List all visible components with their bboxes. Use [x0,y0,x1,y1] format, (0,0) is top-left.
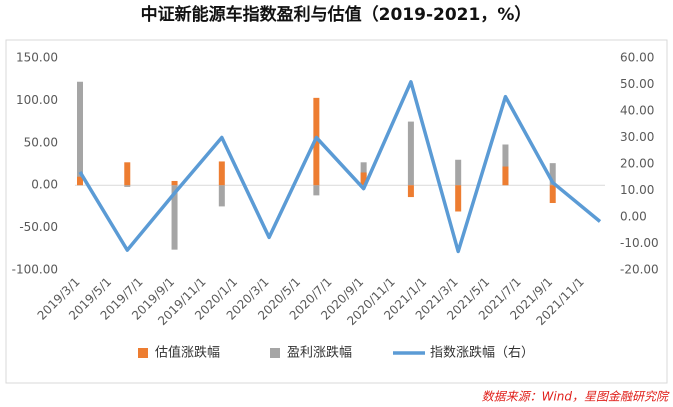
bar [313,185,320,196]
bar [124,185,131,187]
chart-title: 中证新能源车指数盈利与估值（2019-2021，%） [141,4,532,25]
legend-label: 盈利涨跌幅 [287,345,352,361]
bar [502,166,509,186]
y2-tick-label: -20.00 [620,263,659,277]
y-tick-label: -100.00 [12,263,58,277]
legend-label: 估值涨跌幅 [155,345,220,361]
y2-tick-label: 30.00 [620,130,654,144]
legend-swatch [138,348,148,358]
legend-swatch [270,348,280,358]
line [78,80,602,254]
bar [502,144,509,186]
bar [407,121,414,186]
y2-tick-label: 60.00 [620,51,654,65]
bar [407,185,414,198]
bar [455,159,462,186]
y-tick-label: 150.00 [16,51,58,65]
bar [124,162,131,186]
y2-tick-label: 10.00 [620,183,654,197]
bar [549,163,556,186]
y-tick-label: 50.00 [24,135,58,149]
bar [360,172,367,186]
bar [549,185,556,204]
y-tick-label: -50.00 [19,220,58,234]
chart-border [5,39,668,384]
bar [218,161,225,186]
bar [171,180,178,186]
y-tick-label: 0.00 [31,178,58,192]
y2-tick-label: 0.00 [620,210,647,224]
legend-label: 指数涨跌幅（右） [430,345,534,361]
y2-tick-label: -10.00 [620,236,659,250]
bar [171,185,178,250]
bar [77,81,83,186]
y2-tick-label: 40.00 [620,104,654,118]
bar [77,176,83,186]
bar [218,185,225,207]
source: 数据来源：Wind，星图金融研究院 [482,390,670,404]
y-tick-label: 100.00 [16,93,58,107]
y2-tick-label: 20.00 [620,157,654,171]
y2-tick-label: 50.00 [620,77,654,91]
bar [455,185,462,212]
